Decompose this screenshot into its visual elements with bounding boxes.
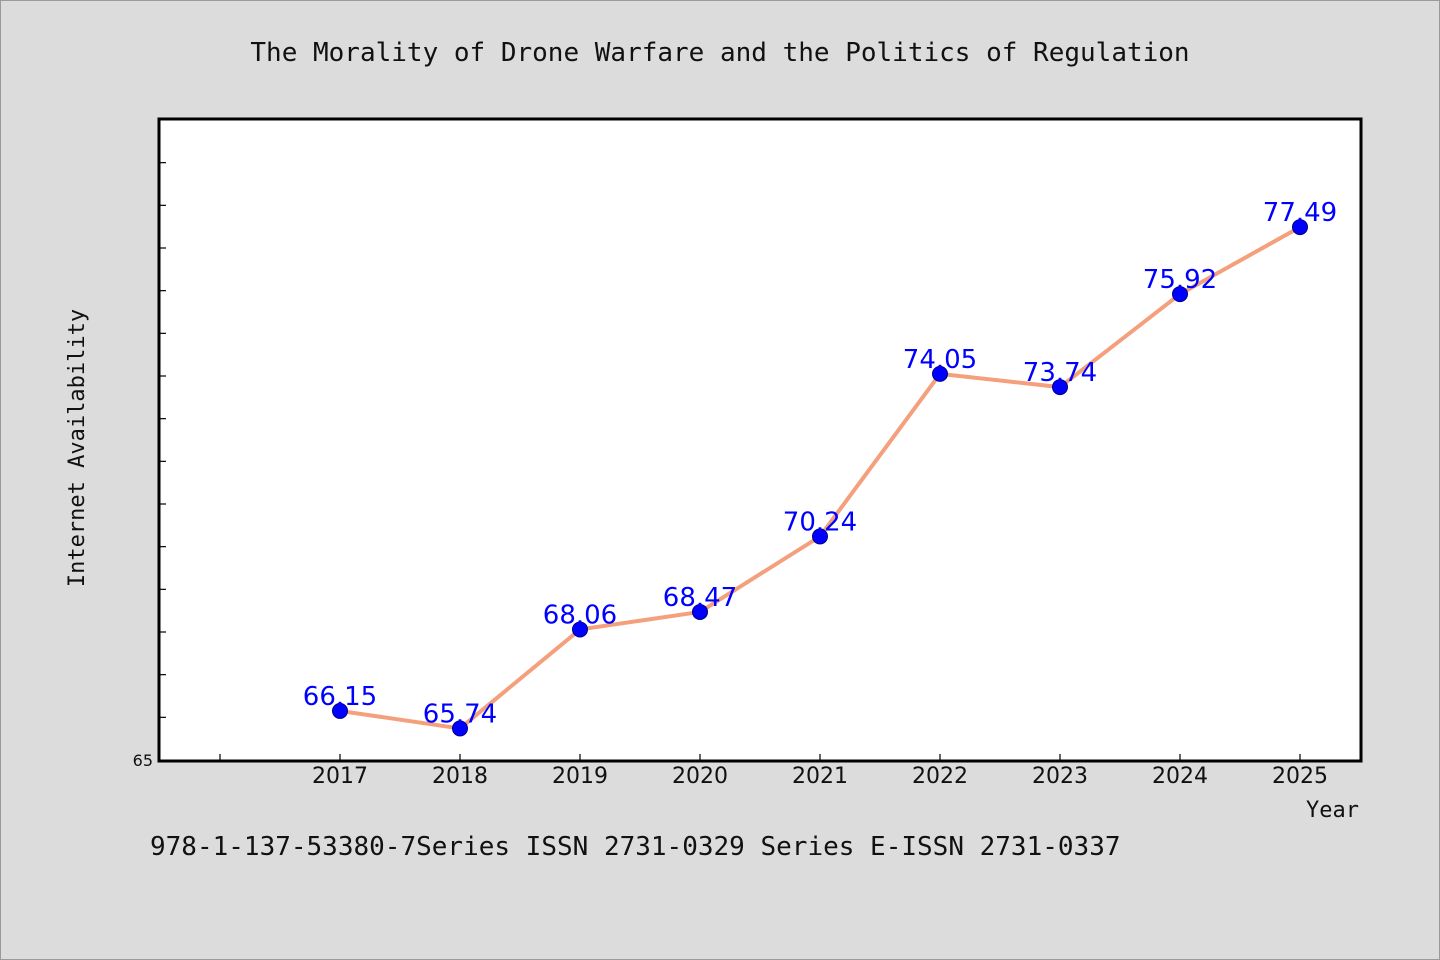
x-tick-label-2021: 2021 <box>792 764 848 789</box>
x-tick-label-2022: 2022 <box>912 764 968 789</box>
chart-title: The Morality of Drone Warfare and the Po… <box>250 38 1189 68</box>
data-label-2019: 68.06 <box>543 600 617 630</box>
y-tick-label: 65 <box>133 751 153 770</box>
x-tick-label-2020: 2020 <box>672 764 728 789</box>
data-point-2025 <box>1292 219 1308 236</box>
data-point-2022 <box>932 365 948 382</box>
x-tick-label-2017: 2017 <box>312 764 368 789</box>
data-label-2025: 77.49 <box>1263 198 1337 228</box>
x-tick-label-2018: 2018 <box>432 764 488 789</box>
data-label-2018: 65.74 <box>423 699 497 729</box>
x-tick-label-2023: 2023 <box>1032 764 1088 789</box>
x-tick-label-2019: 2019 <box>552 764 608 789</box>
x-axis-ticks <box>219 754 1301 760</box>
x-tick-label-2025: 2025 <box>1272 764 1328 789</box>
data-point-2019 <box>572 621 588 638</box>
footer-isbn-text: 978-1-137-53380-7Series ISSN 2731-0329 S… <box>150 832 1121 862</box>
data-label-2023: 73.74 <box>1023 358 1097 388</box>
data-point-2024 <box>1172 286 1188 303</box>
x-axis-label: Year <box>1306 798 1359 823</box>
data-label-2021: 70.24 <box>783 507 857 537</box>
plot-area <box>157 117 1363 763</box>
data-label-2017: 66.15 <box>303 682 377 712</box>
data-point-2023 <box>1052 379 1068 396</box>
y-axis-ticks <box>160 162 166 718</box>
data-point-2021 <box>812 528 828 545</box>
x-tick-labels: 2017 2018 2019 2020 2021 2022 2023 2024 2025 <box>312 764 1328 789</box>
data-point-2020 <box>692 603 708 620</box>
x-tick-label-2024: 2024 <box>1152 764 1208 789</box>
series-markers <box>332 219 1308 737</box>
data-point-2018 <box>452 720 468 737</box>
y-axis-label: Internet Availability <box>65 309 90 587</box>
data-label-2024: 75.92 <box>1143 265 1217 295</box>
data-labels: 66.15 65.74 68.06 68.47 70.24 74.05 73.74 75.92… <box>303 198 1337 729</box>
data-label-2022: 74.05 <box>903 345 977 375</box>
data-label-2020: 68.47 <box>663 583 737 613</box>
data-point-2017 <box>332 702 348 719</box>
